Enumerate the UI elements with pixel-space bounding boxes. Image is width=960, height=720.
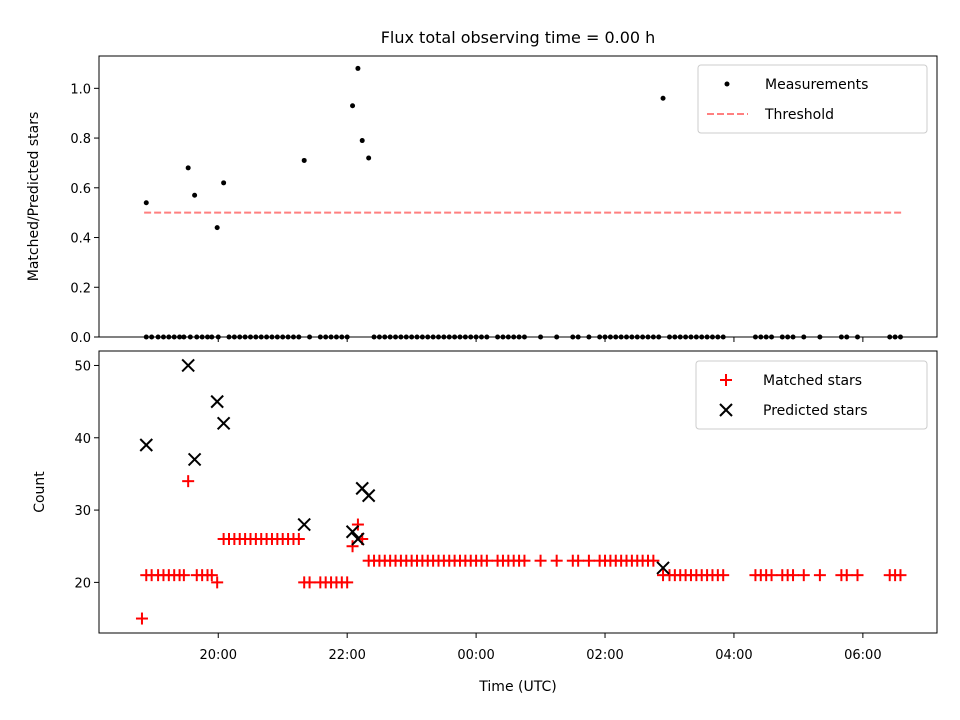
data-point [366,155,371,160]
data-point [347,526,359,538]
data-point [182,475,194,487]
data-point [360,138,365,143]
legend-threshold-label: Threshold [764,107,834,123]
data-point [355,66,360,71]
data-point [211,396,223,408]
y-tick-label: 40 [74,432,91,447]
data-point [814,569,826,581]
data-point [572,555,584,567]
chart-title: Flux total observing time = 0.00 h [381,28,656,47]
data-point [218,417,230,429]
top-y-ticks: 0.0 0.2 0.4 0.6 0.8 1.0 [70,82,99,346]
y-tick-label: 0.6 [70,182,91,197]
data-point [347,540,359,552]
top-panel: 0.0 0.2 0.4 0.6 0.8 1.0 Matched/Predicted sta… [26,56,937,346]
y-tick-label: 20 [74,576,91,591]
data-point [851,569,863,581]
data-point [518,555,530,567]
data-point [661,96,666,101]
figure: Flux total observing time = 0.00 h 0.00.… [0,0,960,720]
data-point [182,359,194,371]
data-point [647,555,659,567]
legend-matched-label: Matched stars [763,373,862,389]
x-tick-label: 22:00 [328,648,365,663]
data-point [717,569,729,581]
y-tick-label: 30 [74,504,91,519]
y-tick-label: 0.4 [70,232,91,247]
y-tick-label: 1.0 [70,82,91,97]
data-point [189,453,201,465]
legend-measurements-label: Measurements [765,77,868,93]
bottom-x-ticks: 20:00 22:00 00:00 02:00 04:00 06:00 [200,633,882,663]
data-point [221,180,226,185]
data-point [583,555,595,567]
x-tick-label: 02:00 [586,648,623,663]
x-tick-label: 00:00 [457,648,494,663]
data-point [144,200,149,205]
data-point [766,569,778,581]
data-point [140,439,152,451]
bottom-y-axis-label: Count [32,471,48,513]
data-point [192,193,197,198]
data-point [186,165,191,170]
y-tick-label: 0.8 [70,132,91,147]
data-point [787,569,799,581]
x-tick-label: 06:00 [844,648,881,663]
data-point [341,576,353,588]
data-point [136,613,148,625]
legend-measurements-marker [725,82,730,87]
data-point [894,569,906,581]
data-point [535,555,547,567]
bottom-y-ticks: 20 30 40 50 [74,359,99,591]
y-tick-label: 0.2 [70,281,91,296]
data-point [215,225,220,230]
data-point [841,569,853,581]
x-tick-label: 04:00 [715,648,752,663]
y-tick-label: 0.0 [70,331,91,346]
bottom-legend: Matched stars Predicted stars [696,361,927,429]
data-point [363,490,375,502]
data-point [304,576,316,588]
data-point [352,519,364,531]
data-point [551,555,563,567]
data-point [798,569,810,581]
x-axis-label: Time (UTC) [478,679,556,695]
legend-predicted-label: Predicted stars [763,403,868,419]
data-point [211,576,223,588]
data-point [302,158,307,163]
data-point [481,555,493,567]
y-tick-label: 50 [74,359,91,374]
data-point [350,103,355,108]
data-point [293,533,305,545]
top-y-axis-label: Matched/Predicted stars [26,112,42,282]
x-tick-label: 20:00 [200,648,237,663]
data-point [298,519,310,531]
top-legend: Measurements Threshold [698,65,927,133]
